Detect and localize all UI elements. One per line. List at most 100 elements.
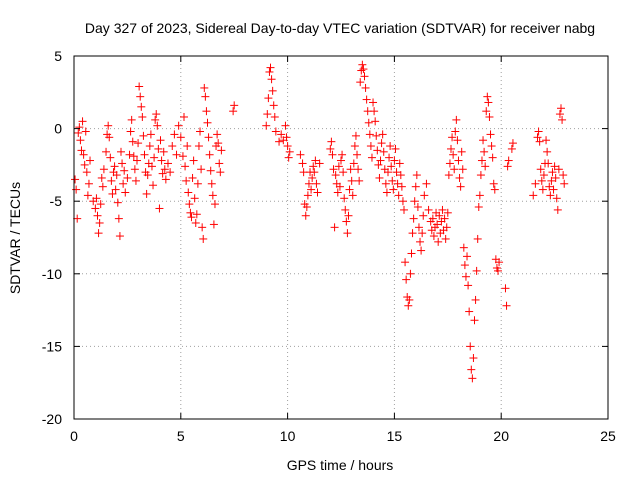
data-point [285, 147, 294, 156]
data-point [201, 92, 210, 101]
data-point [546, 191, 555, 200]
data-point [545, 182, 554, 191]
data-point [390, 156, 399, 165]
data-point [369, 98, 378, 107]
data-point [129, 152, 138, 161]
data-point [190, 194, 199, 203]
data-point [385, 153, 394, 162]
data-point [331, 171, 340, 180]
data-point [379, 147, 388, 156]
data-point [387, 162, 396, 171]
data-point [457, 147, 466, 156]
data-point [80, 160, 89, 169]
data-point [194, 142, 203, 151]
data-point [484, 98, 493, 107]
axis-ticks [73, 55, 609, 420]
data-point [536, 165, 545, 174]
data-point [412, 171, 421, 180]
data-point [186, 208, 195, 217]
data-point [389, 185, 398, 194]
data-point [203, 118, 212, 127]
data-point [147, 162, 156, 171]
data-point [479, 136, 488, 145]
data-point [424, 205, 433, 214]
data-point [134, 139, 143, 148]
data-point [470, 316, 479, 325]
data-point [283, 142, 292, 151]
data-point [343, 229, 352, 238]
data-point [309, 162, 318, 171]
data-point [502, 301, 511, 310]
data-point [394, 191, 403, 200]
data-point [451, 127, 460, 136]
data-point [445, 159, 454, 168]
data-point [537, 176, 546, 185]
data-point [182, 176, 191, 185]
data-point [308, 173, 317, 182]
data-point [378, 130, 387, 139]
data-point [474, 203, 483, 212]
data-point [204, 133, 213, 142]
data-point [298, 159, 307, 168]
data-point [105, 133, 114, 142]
x-tick-labels: 0 5 10 15 20 25 [70, 428, 616, 444]
data-point [210, 200, 219, 209]
data-point [206, 166, 215, 175]
data-point [158, 169, 167, 178]
data-point [311, 156, 320, 165]
data-point [86, 156, 95, 165]
data-point [469, 354, 478, 363]
data-point [366, 142, 375, 151]
data-point [114, 214, 123, 223]
data-point [398, 197, 407, 206]
data-point [74, 128, 83, 137]
data-point [94, 229, 103, 238]
data-point [121, 188, 130, 197]
data-point [216, 168, 225, 177]
data-point [468, 374, 477, 383]
data-point [342, 217, 351, 226]
data-point [554, 165, 563, 174]
data-point [395, 159, 404, 168]
data-point [501, 284, 510, 293]
data-point [351, 131, 360, 140]
data-point [453, 136, 462, 145]
data-point [367, 153, 376, 162]
data-point [428, 214, 437, 223]
data-point [480, 147, 489, 156]
data-point [140, 150, 149, 159]
data-point [263, 110, 272, 119]
data-point [547, 176, 556, 185]
data-point [482, 107, 491, 116]
data-point [155, 204, 164, 213]
data-point [79, 150, 88, 159]
data-point [350, 142, 359, 151]
data-point [344, 211, 353, 220]
data-point [266, 63, 275, 72]
data-point [359, 65, 368, 74]
data-point [307, 185, 316, 194]
data-point [119, 179, 128, 188]
data-point [375, 173, 384, 182]
data-point [466, 342, 475, 351]
data-point [495, 258, 504, 267]
data-point [192, 210, 201, 219]
data-point [108, 189, 117, 198]
data-point [139, 131, 148, 140]
data-point [348, 191, 357, 200]
data-point [391, 144, 400, 153]
data-point [133, 156, 142, 165]
data-point [429, 232, 438, 241]
data-point [357, 66, 366, 75]
data-point [360, 72, 369, 81]
data-point [504, 156, 513, 165]
data-point [170, 130, 179, 139]
data-point [364, 118, 373, 127]
data-point [142, 189, 151, 198]
data-point [91, 204, 100, 213]
data-point [208, 191, 217, 200]
data-point [454, 156, 463, 165]
data-point [143, 171, 152, 180]
data-point [503, 162, 512, 171]
data-point [538, 185, 547, 194]
